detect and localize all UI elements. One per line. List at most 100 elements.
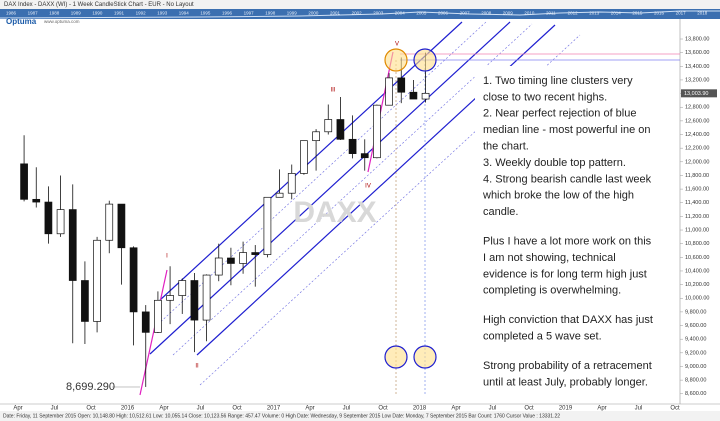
y-tick-label: 13,800.00 [685, 36, 709, 42]
overview-year: 2002 [352, 11, 363, 16]
candle-body [20, 163, 28, 200]
candle-body [154, 299, 162, 333]
y-tick-label: 10,400.00 [685, 268, 709, 274]
overview-year: 1987 [28, 11, 39, 16]
y-tick-label: 12,200.00 [685, 146, 709, 152]
candle-body [373, 104, 381, 159]
y-tick-label: 11,000.00 [685, 227, 709, 233]
y-tick-label: 11,200.00 [685, 214, 709, 220]
overview-year: 1993 [157, 11, 168, 16]
x-tick-label: 2018 [413, 406, 427, 412]
x-tick-label: Oct [86, 406, 96, 412]
x-tick-label: Oct [524, 406, 534, 412]
x-tick-label: Jul [489, 406, 497, 412]
commentary-line: close to two recent highs. [483, 91, 607, 103]
commentary-line: Strong probability of a retracement [483, 360, 652, 372]
x-tick-label: Jul [343, 406, 351, 412]
commentary-line: 4. Strong bearish candle last week [483, 173, 652, 185]
low-label: 8,699.290 [66, 381, 115, 393]
wave-label: III [330, 88, 335, 94]
commentary-line: candle. [483, 206, 518, 218]
candle-body [117, 203, 126, 249]
upper-channel [159, 21, 463, 301]
wave-label: I [166, 254, 168, 260]
candle-body [263, 196, 272, 255]
overview-year: 1997 [244, 11, 255, 16]
x-tick-label: Jul [635, 406, 643, 412]
candle-body [312, 131, 320, 142]
overview-year: 2016 [654, 11, 665, 16]
candle-body [81, 280, 89, 322]
overview-year: 1990 [92, 11, 103, 16]
pitchfork [139, 21, 680, 396]
circle [384, 345, 408, 369]
overview-year: 1998 [265, 11, 276, 16]
commentary-line: 2. Near perfect rejection of blue [483, 108, 636, 120]
y-tick-label: 12,000.00 [685, 159, 709, 165]
circle [413, 345, 437, 369]
commentary-line: completed a 5 wave set. [483, 331, 602, 343]
circle [384, 48, 408, 72]
candle-body [105, 203, 114, 241]
x-tick-label: 2016 [121, 406, 135, 412]
candle-body [360, 153, 369, 159]
commentary-line: until at least July, probably longer. [483, 376, 648, 388]
x-tick-label: Oct [670, 406, 680, 412]
last-price-label: 13,003.90 [684, 91, 708, 97]
overview-year: 2014 [611, 11, 622, 16]
y-tick-label: 10,000.00 [685, 296, 709, 302]
overview-year: 2003 [373, 11, 384, 16]
commentary-line: 3. Weekly double top pattern. [483, 157, 626, 169]
candle-body [202, 274, 211, 321]
overview-year: 2004 [395, 11, 406, 16]
x-tick-label: Apr [159, 406, 168, 412]
x-tick-label: Oct [232, 406, 242, 412]
overview-year: 1988 [49, 11, 60, 16]
y-tick-label: 10,200.00 [685, 282, 709, 288]
candle-body [275, 192, 284, 198]
x-tick-label: Apr [451, 406, 460, 412]
overview-year: 1999 [287, 11, 298, 16]
candle-body [141, 311, 150, 333]
quarter-line [154, 21, 487, 328]
status-bar [0, 411, 720, 421]
candle-body [421, 92, 430, 100]
overview-year: 2017 [676, 11, 687, 16]
overview-year: 1992 [136, 11, 147, 16]
circle [413, 48, 437, 72]
commentary-line: I am not showing, technical [483, 252, 616, 264]
overview-line [0, 10, 720, 19]
wave-label: IV [365, 184, 371, 190]
candle-body [190, 280, 199, 321]
overview-year: 1986 [6, 11, 17, 16]
candle-body [93, 239, 101, 322]
x-tick-label: Jul [197, 406, 205, 412]
last-price-tag [681, 89, 717, 98]
overview-year: 1994 [179, 11, 190, 16]
candle-body [385, 77, 393, 106]
y-tick-label: 9,800.00 [685, 309, 706, 315]
candle-body [214, 257, 223, 276]
y-tick-label: 12,800.00 [685, 105, 709, 111]
overview-year: 2000 [308, 11, 319, 16]
y-tick-label: 8,800.00 [685, 378, 706, 384]
candle-body [56, 209, 65, 235]
overview-year: 2010 [524, 11, 535, 16]
y-tick-label: 10,800.00 [685, 241, 709, 247]
overview-year: 1991 [114, 11, 125, 16]
candle-body [227, 257, 235, 264]
x-tick-label: Oct [378, 406, 388, 412]
candle-body [348, 138, 357, 154]
quarter-line [172, 23, 533, 356]
candle-body [300, 140, 308, 174]
watermark: DAXX [293, 196, 376, 229]
candle-body [166, 295, 174, 301]
commentary-line: 1. Two timing line clusters very [483, 75, 633, 87]
y-tick-label: 9,600.00 [685, 323, 706, 329]
y-tick-label: 8,600.00 [685, 391, 706, 397]
y-tick-label: 11,400.00 [685, 200, 709, 206]
chart-title: DAX Index - DAXX (WI) - 1 Week CandleSti… [4, 2, 194, 8]
commentary: 1. Two timing line clusters very close to… [482, 75, 653, 388]
highlight-circles [384, 48, 437, 369]
candle-body [336, 119, 345, 140]
